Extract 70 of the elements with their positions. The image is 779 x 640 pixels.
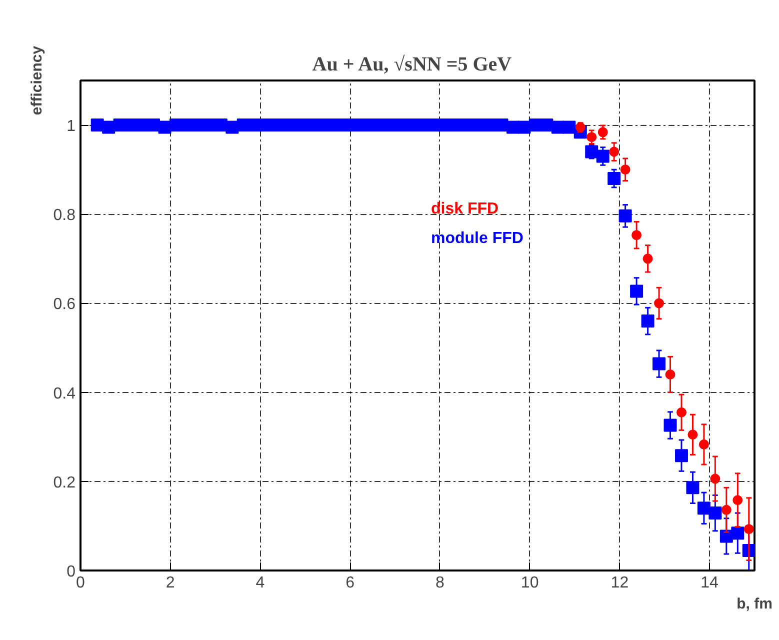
point bbox=[416, 118, 430, 132]
point bbox=[158, 120, 172, 134]
point bbox=[586, 132, 597, 142]
point bbox=[147, 118, 160, 132]
point bbox=[248, 118, 262, 132]
y-tick-label: 1 bbox=[66, 118, 76, 136]
point bbox=[686, 481, 700, 494]
text: module FFD bbox=[430, 230, 524, 248]
point bbox=[664, 418, 677, 432]
text: disk FFD bbox=[430, 200, 499, 218]
point bbox=[349, 118, 362, 132]
point bbox=[540, 118, 554, 132]
x-tick-label: 4 bbox=[256, 574, 265, 592]
x-tick-label: 2 bbox=[166, 574, 175, 592]
x-tick-label: 8 bbox=[436, 574, 445, 592]
point bbox=[731, 526, 744, 540]
point bbox=[652, 357, 666, 370]
y-tick-label: 0.8 bbox=[53, 207, 76, 224]
point bbox=[270, 118, 284, 132]
point bbox=[710, 474, 720, 484]
point bbox=[674, 449, 688, 462]
chart-title: Au + Au, √sNN =5 GeV bbox=[312, 54, 512, 76]
y-tick-label: 0.2 bbox=[53, 474, 76, 492]
x-tick-label: 6 bbox=[346, 574, 355, 592]
point bbox=[585, 145, 598, 158]
x-axis-title: b, fm bbox=[736, 596, 772, 612]
point bbox=[688, 430, 698, 440]
point bbox=[744, 524, 754, 534]
point bbox=[654, 298, 664, 308]
point bbox=[214, 118, 228, 132]
point bbox=[697, 502, 710, 515]
point bbox=[608, 172, 621, 185]
point bbox=[293, 118, 306, 132]
y-tick-label: 0.4 bbox=[53, 385, 76, 402]
y-tick-label: 0.6 bbox=[53, 296, 76, 314]
x-tick-label: 14 bbox=[700, 574, 719, 592]
point bbox=[620, 164, 630, 175]
point bbox=[203, 118, 216, 132]
point bbox=[665, 370, 676, 380]
point bbox=[226, 120, 239, 134]
point bbox=[462, 118, 475, 132]
point bbox=[518, 120, 531, 134]
y-axis-title: efficiency bbox=[28, 45, 46, 116]
y-tick-label: 0 bbox=[66, 564, 76, 580]
point bbox=[609, 146, 620, 157]
point bbox=[90, 118, 104, 132]
point bbox=[562, 120, 576, 134]
point bbox=[698, 439, 709, 450]
point bbox=[495, 118, 508, 132]
x-tick-label: 12 bbox=[610, 574, 629, 592]
point bbox=[439, 118, 452, 132]
point bbox=[641, 314, 654, 328]
point bbox=[676, 407, 686, 418]
point bbox=[102, 120, 116, 134]
point bbox=[180, 118, 194, 132]
point bbox=[618, 209, 632, 222]
point bbox=[708, 506, 722, 520]
point bbox=[721, 504, 732, 515]
x-tick-label: 10 bbox=[520, 574, 539, 592]
point bbox=[732, 495, 743, 506]
point bbox=[316, 118, 329, 132]
point bbox=[642, 254, 653, 264]
point bbox=[372, 118, 385, 132]
point bbox=[598, 127, 608, 138]
point bbox=[124, 118, 138, 132]
point bbox=[630, 284, 644, 298]
point bbox=[596, 150, 610, 163]
point bbox=[484, 118, 498, 132]
point bbox=[632, 230, 642, 240]
point bbox=[394, 118, 408, 132]
